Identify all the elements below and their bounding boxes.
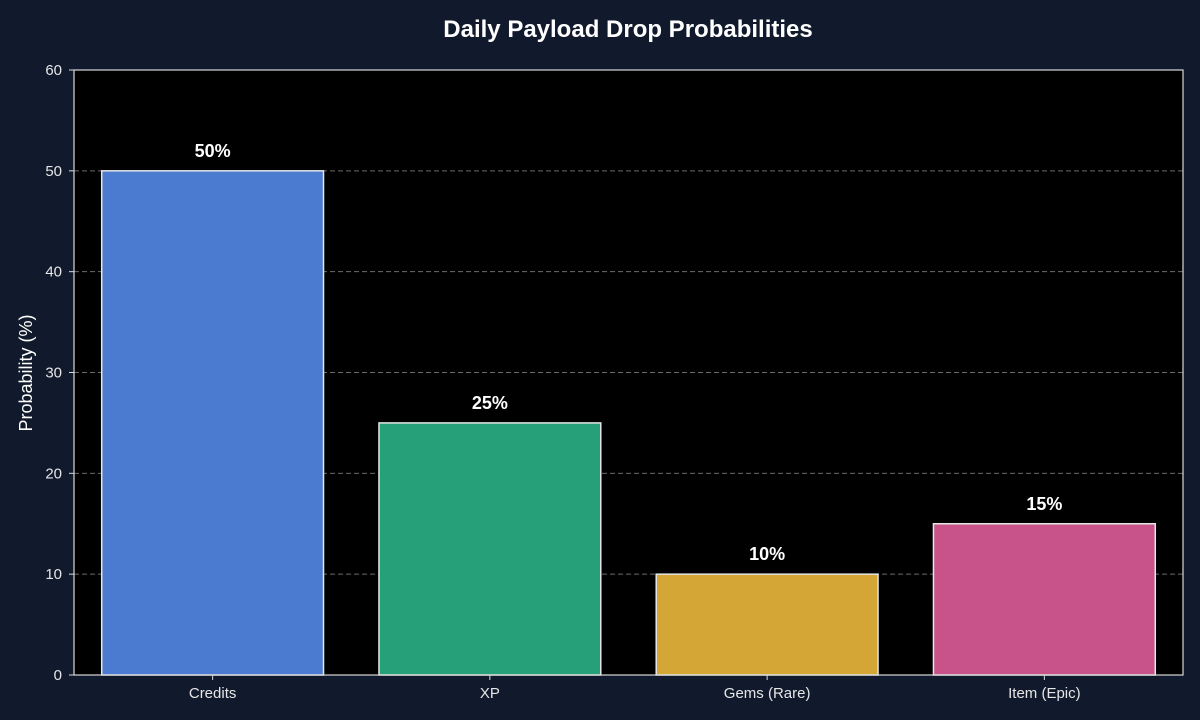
y-axis-label: Probability (%) (16, 314, 36, 431)
y-tick-label: 0 (54, 667, 62, 684)
bar (100, 170, 325, 676)
plot-area: 50% Credits 25% XP 10% Gems (Rare) 15% Item (Ep… (45, 62, 1184, 702)
chart-title: Daily Payload Drop Probabilities (443, 16, 812, 43)
y-tick-label: 10 (45, 566, 62, 583)
data-label: 10% (749, 544, 785, 564)
x-tick-label: Gems (Rare) (724, 685, 811, 702)
y-tick-label: 20 (45, 465, 62, 482)
data-label: 25% (472, 393, 508, 413)
bar (932, 523, 1157, 676)
x-tick-label: Credits (189, 685, 237, 702)
y-tick-label: 30 (45, 365, 62, 382)
axes-frame (73, 69, 1184, 676)
y-tick-label: 60 (45, 62, 62, 79)
data-label: 50% (195, 141, 231, 161)
y-tick-label: 50 (45, 163, 62, 180)
bar (655, 573, 879, 676)
bar (378, 422, 602, 676)
x-tick-label: Item (Epic) (1008, 685, 1081, 702)
y-tick-label: 40 (45, 264, 62, 281)
x-tick-label: XP (480, 685, 500, 702)
data-label: 15% (1026, 494, 1062, 514)
